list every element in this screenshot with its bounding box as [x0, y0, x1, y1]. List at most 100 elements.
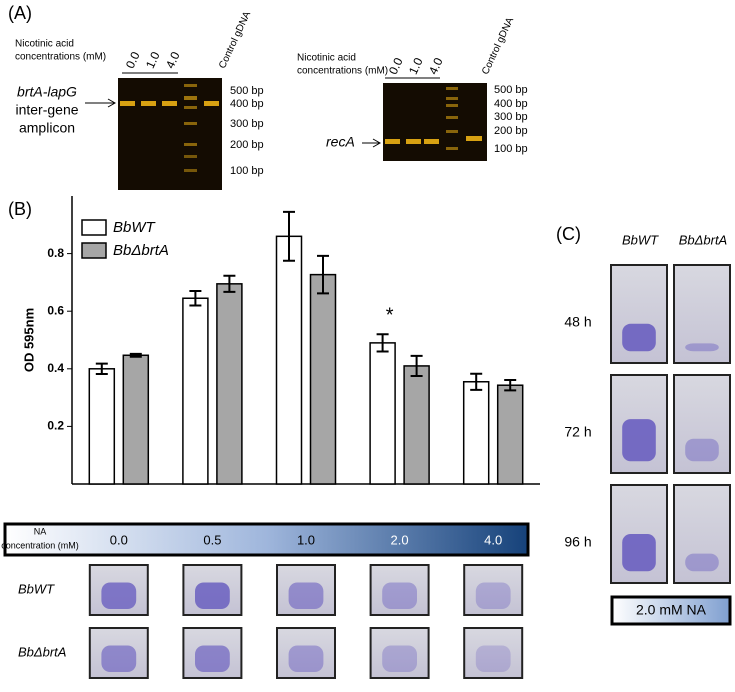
tube-photo	[463, 564, 524, 616]
tube-stain	[195, 582, 230, 609]
x-tick-label: 0.5	[203, 532, 221, 547]
marker-label: 400 bp	[230, 98, 264, 110]
x-tick-label: 0.0	[110, 532, 128, 547]
row-label: 96 h	[564, 534, 591, 550]
bar	[216, 283, 243, 485]
tube-stain	[685, 438, 719, 462]
tube-stain	[382, 582, 417, 609]
error-bar	[410, 354, 423, 377]
tube-photo	[369, 627, 430, 679]
lane-label: 1.0	[406, 55, 426, 76]
error-bar	[223, 274, 236, 293]
gel-heading: concentrations (mM)	[15, 52, 106, 63]
tube-photo	[673, 374, 731, 474]
annotation: *	[386, 305, 394, 327]
y-axis-label: OD 595nm	[21, 308, 36, 372]
tube-stain	[622, 534, 656, 572]
error-bar	[129, 352, 142, 358]
error-bar	[189, 290, 202, 307]
y-tick-label: 0.2	[47, 419, 64, 433]
error-bar	[504, 379, 517, 392]
legend-swatch	[81, 242, 107, 259]
marker-label: 100 bp	[230, 165, 264, 177]
lane-label: 0.0	[123, 49, 143, 70]
marker-label: 200 bp	[230, 139, 264, 151]
lane-label: 4.0	[426, 55, 446, 76]
gel-bands	[385, 87, 482, 150]
marker-label: 500 bp	[494, 84, 528, 96]
tube-stain	[195, 645, 230, 672]
tube-photo	[463, 627, 524, 679]
lane-label: Control gDNA	[480, 16, 516, 77]
target-label: recA	[326, 134, 355, 150]
row-label: 48 h	[564, 314, 591, 330]
target-label: brtA-lapG	[17, 84, 77, 100]
x-tick-label: 4.0	[484, 532, 502, 547]
target-label: amplicon	[19, 120, 75, 136]
error-bar	[317, 254, 329, 295]
tube-stain	[475, 645, 511, 672]
error-bar	[95, 362, 108, 375]
x-tick-label: 1.0	[297, 532, 315, 547]
legend-label: BbWT	[113, 219, 157, 236]
gel-image	[118, 78, 222, 190]
tube-photo	[369, 564, 430, 616]
error-bar	[283, 210, 295, 262]
bar	[496, 384, 524, 485]
tube-photo	[276, 627, 336, 679]
bar	[369, 342, 396, 485]
category-title: concentration (mM)	[1, 540, 79, 550]
target-label: inter-gene	[15, 102, 78, 118]
tube-photo	[673, 484, 731, 584]
bar	[309, 273, 337, 485]
legend-label: BbΔbrtA	[113, 242, 169, 259]
marker-label: 400 bp	[494, 98, 528, 110]
marker-label: 200 bp	[494, 125, 528, 137]
panel-label: (A)	[8, 3, 32, 23]
y-tick-label: 0.6	[47, 303, 64, 317]
gel-bands	[120, 84, 219, 172]
condition-label: 2.0 mM NA	[636, 602, 707, 618]
arrows	[85, 72, 440, 148]
gel-heading: Nicotinic acid	[15, 39, 74, 50]
row-label: BbWT	[18, 581, 55, 596]
bar	[403, 365, 430, 485]
lane-label: 0.0	[386, 55, 406, 76]
tube-stain	[622, 419, 656, 462]
tube-stain	[382, 645, 417, 672]
row-label: 72 h	[564, 424, 591, 440]
bar	[122, 354, 150, 485]
gel-heading: concentrations (mM)	[297, 66, 388, 77]
marker-label: 100 bp	[494, 143, 528, 155]
marker-label: 500 bp	[230, 85, 264, 97]
tube-stain	[288, 645, 324, 672]
bar	[182, 297, 209, 485]
y-tick-label: 0.4	[47, 361, 64, 375]
bar	[462, 381, 490, 485]
bar	[275, 235, 303, 485]
panel-label: (C)	[556, 224, 581, 244]
x-tick-label: 2.0	[391, 532, 409, 547]
lane-label: Control gDNA	[217, 10, 253, 71]
tube-stain	[101, 645, 137, 672]
na-gradient	[3, 522, 530, 557]
legend-swatch	[81, 219, 107, 236]
tube-stain	[685, 553, 719, 572]
column-label: BbΔbrtA	[679, 232, 727, 247]
category-title: NA	[34, 526, 47, 536]
row-label: BbΔbrtA	[18, 644, 66, 659]
tube-photo	[673, 264, 731, 364]
error-bar	[470, 372, 483, 391]
panel-label: (B)	[8, 199, 32, 219]
y-tick-label: 0.8	[47, 246, 64, 260]
gel-image	[383, 83, 487, 161]
tube-stain	[475, 582, 511, 609]
tube-stain	[685, 343, 719, 352]
tube-stain	[622, 323, 656, 352]
lane-label: 4.0	[163, 49, 183, 70]
tube-stain	[288, 582, 324, 609]
na-gradient	[610, 595, 732, 626]
gel-heading: Nicotinic acid	[297, 53, 356, 64]
error-bar	[376, 333, 389, 353]
